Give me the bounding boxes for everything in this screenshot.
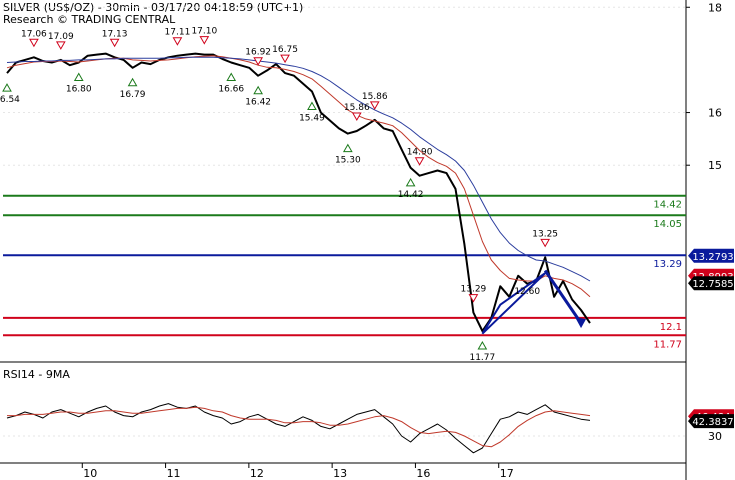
price-tag-label: 12.7585 (692, 279, 733, 290)
trough-label: 11.77 (469, 353, 495, 363)
trough-marker (253, 85, 264, 95)
peak-marker (109, 38, 120, 48)
trough-label: 15.49 (299, 114, 325, 124)
level-label: 13.29 (653, 259, 682, 270)
y-tick-label: 18 (708, 1, 722, 14)
trough-label: 15.30 (335, 156, 361, 166)
trough-marker (342, 143, 353, 153)
price-grid (3, 6, 686, 437)
peak-marker (280, 54, 290, 64)
peak-label: 15.86 (362, 92, 388, 102)
chart-drawings: 12.60 (481, 269, 587, 335)
triangle-pattern (481, 272, 546, 335)
price-tag-bg (688, 276, 734, 291)
axis-labels: 15 16 18 30 10 11 12 13 16 17 (81, 1, 722, 480)
peak-marker (199, 36, 210, 45)
series-line-ma_slow (6, 56, 591, 282)
trough-marker (127, 77, 138, 87)
x-tick-label: 10 (83, 467, 97, 480)
trough-label: 14.42 (398, 190, 424, 200)
peak-label: 17.06 (21, 29, 47, 39)
peak-label: 13.25 (532, 229, 558, 239)
level-label: 14.05 (653, 219, 682, 230)
y-tick-label: 15 (708, 159, 722, 172)
x-tick-label: 16 (416, 467, 430, 480)
peak-label: 16.92 (245, 48, 271, 58)
peak-label: 17.13 (102, 29, 128, 39)
peak-label: 14.90 (407, 148, 433, 158)
trough-label: 16.42 (245, 98, 271, 108)
price-series-layer (6, 52, 591, 332)
peak-marker (369, 101, 380, 110)
price-tag-label: 13.2793 (692, 252, 733, 263)
horizontal-levels: 14.42 14.05 13.29 12.1 11.77 (3, 194, 686, 350)
projection-arrow (543, 269, 583, 324)
trough-label: 16.80 (66, 85, 92, 95)
pivot-markers: 17.06 17.09 17.13 17.11 17.10 16.92 16.75 15.86… (0, 27, 558, 363)
x-tick-label: 13 (333, 467, 347, 480)
chart-subtitle: Research © TRADING CENTRAL (3, 13, 176, 26)
level-label: 12.1 (660, 322, 682, 333)
x-tick-label: 12 (250, 467, 264, 480)
trough-label: 16.54 (0, 95, 20, 105)
peak-marker (29, 38, 39, 48)
peak-label: 17.11 (165, 28, 191, 38)
trough-marker (405, 177, 416, 187)
arrow-head (575, 317, 587, 329)
trough-marker (73, 72, 84, 82)
peak-label: 17.09 (48, 32, 74, 42)
peak-marker (55, 41, 66, 50)
x-tick-label: 11 (167, 467, 181, 480)
trough-marker (2, 83, 12, 92)
peak-marker (468, 294, 479, 303)
level-label: 14.42 (653, 200, 682, 211)
series-line-rsi_ma (7, 406, 591, 448)
x-tick-label: 17 (500, 467, 514, 480)
peak-label: 13.29 (461, 285, 487, 295)
trough-marker (307, 101, 317, 110)
price-tag-label: 42.3837 (692, 417, 733, 428)
peak-marker (540, 238, 551, 248)
peak-marker (414, 157, 425, 166)
price-tag-bg (688, 414, 734, 429)
indicator-y-tick-label: 30 (708, 430, 722, 443)
y-tick-label: 16 (708, 107, 722, 120)
peak-label: 16.75 (272, 45, 298, 55)
peak-marker (351, 112, 362, 121)
peak-marker (253, 57, 264, 66)
trough-label: 16.79 (120, 90, 146, 100)
trough-label: 16.66 (218, 85, 244, 95)
peak-label: 15.86 (344, 103, 370, 113)
level-label: 11.77 (653, 339, 682, 350)
peak-marker (172, 37, 183, 46)
series-line-rsi (6, 403, 591, 454)
series-line-price (6, 52, 591, 332)
annotation-label: 12.60 (514, 287, 540, 297)
indicator-series-layer (6, 403, 591, 454)
price-tag-bg (688, 248, 734, 263)
trough-marker (226, 72, 237, 82)
indicator-title: RSI14 - 9MA (3, 368, 70, 381)
peak-label: 17.10 (191, 27, 217, 37)
trough-marker (477, 341, 488, 350)
